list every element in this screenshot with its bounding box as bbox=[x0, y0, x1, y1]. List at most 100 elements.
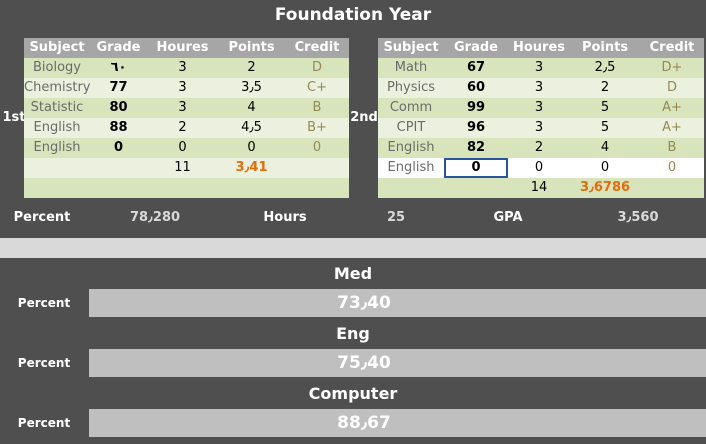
table-row bbox=[24, 138, 349, 158]
summary-label: GPA bbox=[493, 210, 523, 225]
table-cell[interactable]: English bbox=[387, 140, 435, 155]
table-cell[interactable]: B bbox=[667, 140, 677, 155]
summary-label: Hours bbox=[263, 210, 307, 225]
table-cell[interactable]: ٦٠ bbox=[110, 60, 127, 75]
table-cell[interactable]: 4 bbox=[600, 140, 610, 155]
table-cell[interactable]: 0 bbox=[178, 140, 187, 155]
table-cell[interactable]: 0 bbox=[444, 158, 508, 178]
table-cell[interactable]: Biology bbox=[33, 60, 81, 75]
table-cell[interactable]: 0 bbox=[667, 160, 677, 175]
table-row bbox=[378, 78, 704, 98]
total-points: 3٫6786 bbox=[579, 180, 631, 195]
summary-value: 78٫280 bbox=[129, 210, 181, 225]
table-cell[interactable]: 2٫5 bbox=[594, 60, 616, 75]
table-cell[interactable]: 3 bbox=[534, 80, 544, 95]
column-header: Houres bbox=[147, 38, 218, 58]
summary-value: 3٫560 bbox=[617, 210, 659, 225]
column-header: Grade bbox=[90, 38, 147, 58]
sheet-title: Foundation Year bbox=[274, 5, 432, 25]
table-cell[interactable]: 67 bbox=[466, 60, 486, 75]
track-value: 88٫67 bbox=[337, 413, 391, 433]
track-bar bbox=[89, 409, 706, 437]
table-cell[interactable]: D+ bbox=[661, 60, 683, 75]
track-bar bbox=[89, 289, 706, 317]
column-header: Points bbox=[218, 38, 285, 58]
table-row bbox=[378, 158, 704, 178]
total-hours: 14 bbox=[530, 180, 548, 195]
table-cell[interactable]: 77 bbox=[109, 80, 128, 95]
table-cell[interactable]: 0 bbox=[600, 160, 610, 175]
table-cell[interactable]: D bbox=[311, 60, 322, 75]
table-cell[interactable]: 3 bbox=[534, 60, 544, 75]
table-row bbox=[24, 78, 349, 98]
total-hours: 11 bbox=[174, 160, 191, 175]
table-cell[interactable]: 0 bbox=[113, 140, 124, 155]
summary-value: 25 bbox=[386, 210, 406, 225]
table-cell[interactable]: 3 bbox=[178, 80, 187, 95]
table-cell[interactable]: A+ bbox=[662, 120, 682, 135]
column-header: Grade bbox=[444, 38, 508, 58]
table-cell[interactable]: 3٫5 bbox=[241, 80, 262, 95]
table-cell[interactable]: 3 bbox=[178, 60, 187, 75]
table-cell[interactable]: 5 bbox=[600, 120, 610, 135]
table-row bbox=[24, 58, 349, 78]
track-name: Eng bbox=[336, 324, 370, 343]
track-name: Med bbox=[333, 264, 373, 283]
table-cell[interactable]: 3 bbox=[178, 100, 187, 115]
table-cell[interactable]: English bbox=[33, 120, 81, 135]
summary-label: Percent bbox=[13, 210, 71, 225]
table-cell[interactable]: A+ bbox=[662, 100, 682, 115]
blank-row bbox=[24, 178, 349, 198]
table-cell[interactable]: 3 bbox=[534, 120, 544, 135]
term-label: 2nd bbox=[350, 110, 378, 125]
track-bar bbox=[89, 349, 706, 377]
table-cell[interactable]: 3 bbox=[534, 100, 544, 115]
table-row bbox=[24, 118, 349, 138]
table-cell[interactable]: 0 bbox=[534, 160, 544, 175]
table-cell[interactable]: 82 bbox=[466, 140, 486, 155]
total-row bbox=[24, 158, 349, 178]
table-cell[interactable]: Chemistry bbox=[24, 80, 91, 95]
track-value: 73٫40 bbox=[337, 293, 391, 313]
column-header: Subject bbox=[24, 38, 90, 58]
table-cell[interactable]: 2 bbox=[600, 80, 610, 95]
table-cell[interactable]: Math bbox=[394, 60, 428, 75]
table-cell[interactable]: 96 bbox=[466, 120, 486, 135]
table-cell[interactable]: 60 bbox=[466, 80, 486, 95]
table-cell[interactable]: 2 bbox=[178, 120, 187, 135]
total-row bbox=[378, 178, 704, 198]
track-name: Computer bbox=[308, 384, 398, 403]
table-cell[interactable]: Statistic bbox=[30, 100, 84, 115]
table-cell[interactable]: D bbox=[666, 80, 677, 95]
table-cell[interactable]: English bbox=[387, 160, 435, 175]
track-label: Percent bbox=[17, 356, 71, 370]
table-cell[interactable]: CPIT bbox=[396, 120, 426, 135]
table-cell[interactable]: 0 bbox=[247, 140, 256, 155]
table-cell[interactable]: Physics bbox=[386, 80, 436, 95]
table-row bbox=[378, 58, 704, 78]
table-row bbox=[24, 98, 349, 118]
table-cell[interactable]: 2 bbox=[534, 140, 544, 155]
separator-band bbox=[0, 238, 706, 258]
term-label: 1st bbox=[2, 110, 26, 125]
table-row bbox=[378, 118, 704, 138]
table-cell[interactable]: B bbox=[312, 100, 322, 115]
table-row bbox=[378, 138, 704, 158]
table-cell[interactable]: 5 bbox=[600, 100, 610, 115]
table-cell[interactable]: B+ bbox=[307, 120, 327, 135]
track-label: Percent bbox=[17, 416, 71, 430]
table-cell[interactable]: C+ bbox=[307, 80, 327, 95]
table-cell[interactable]: 80 bbox=[109, 100, 128, 115]
table-cell[interactable]: 4٫5 bbox=[241, 120, 262, 135]
table-cell[interactable]: Comm bbox=[389, 100, 433, 115]
column-header: Subject bbox=[378, 38, 444, 58]
table-cell[interactable]: English bbox=[33, 140, 81, 155]
table-cell[interactable]: 2 bbox=[247, 60, 256, 75]
table-cell[interactable]: 99 bbox=[466, 100, 486, 115]
column-header: Houres bbox=[508, 38, 570, 58]
table-cell[interactable]: 4 bbox=[247, 100, 256, 115]
track-label: Percent bbox=[17, 296, 71, 310]
table-cell[interactable]: 0 bbox=[312, 140, 322, 155]
table-cell[interactable]: 88 bbox=[109, 120, 128, 135]
